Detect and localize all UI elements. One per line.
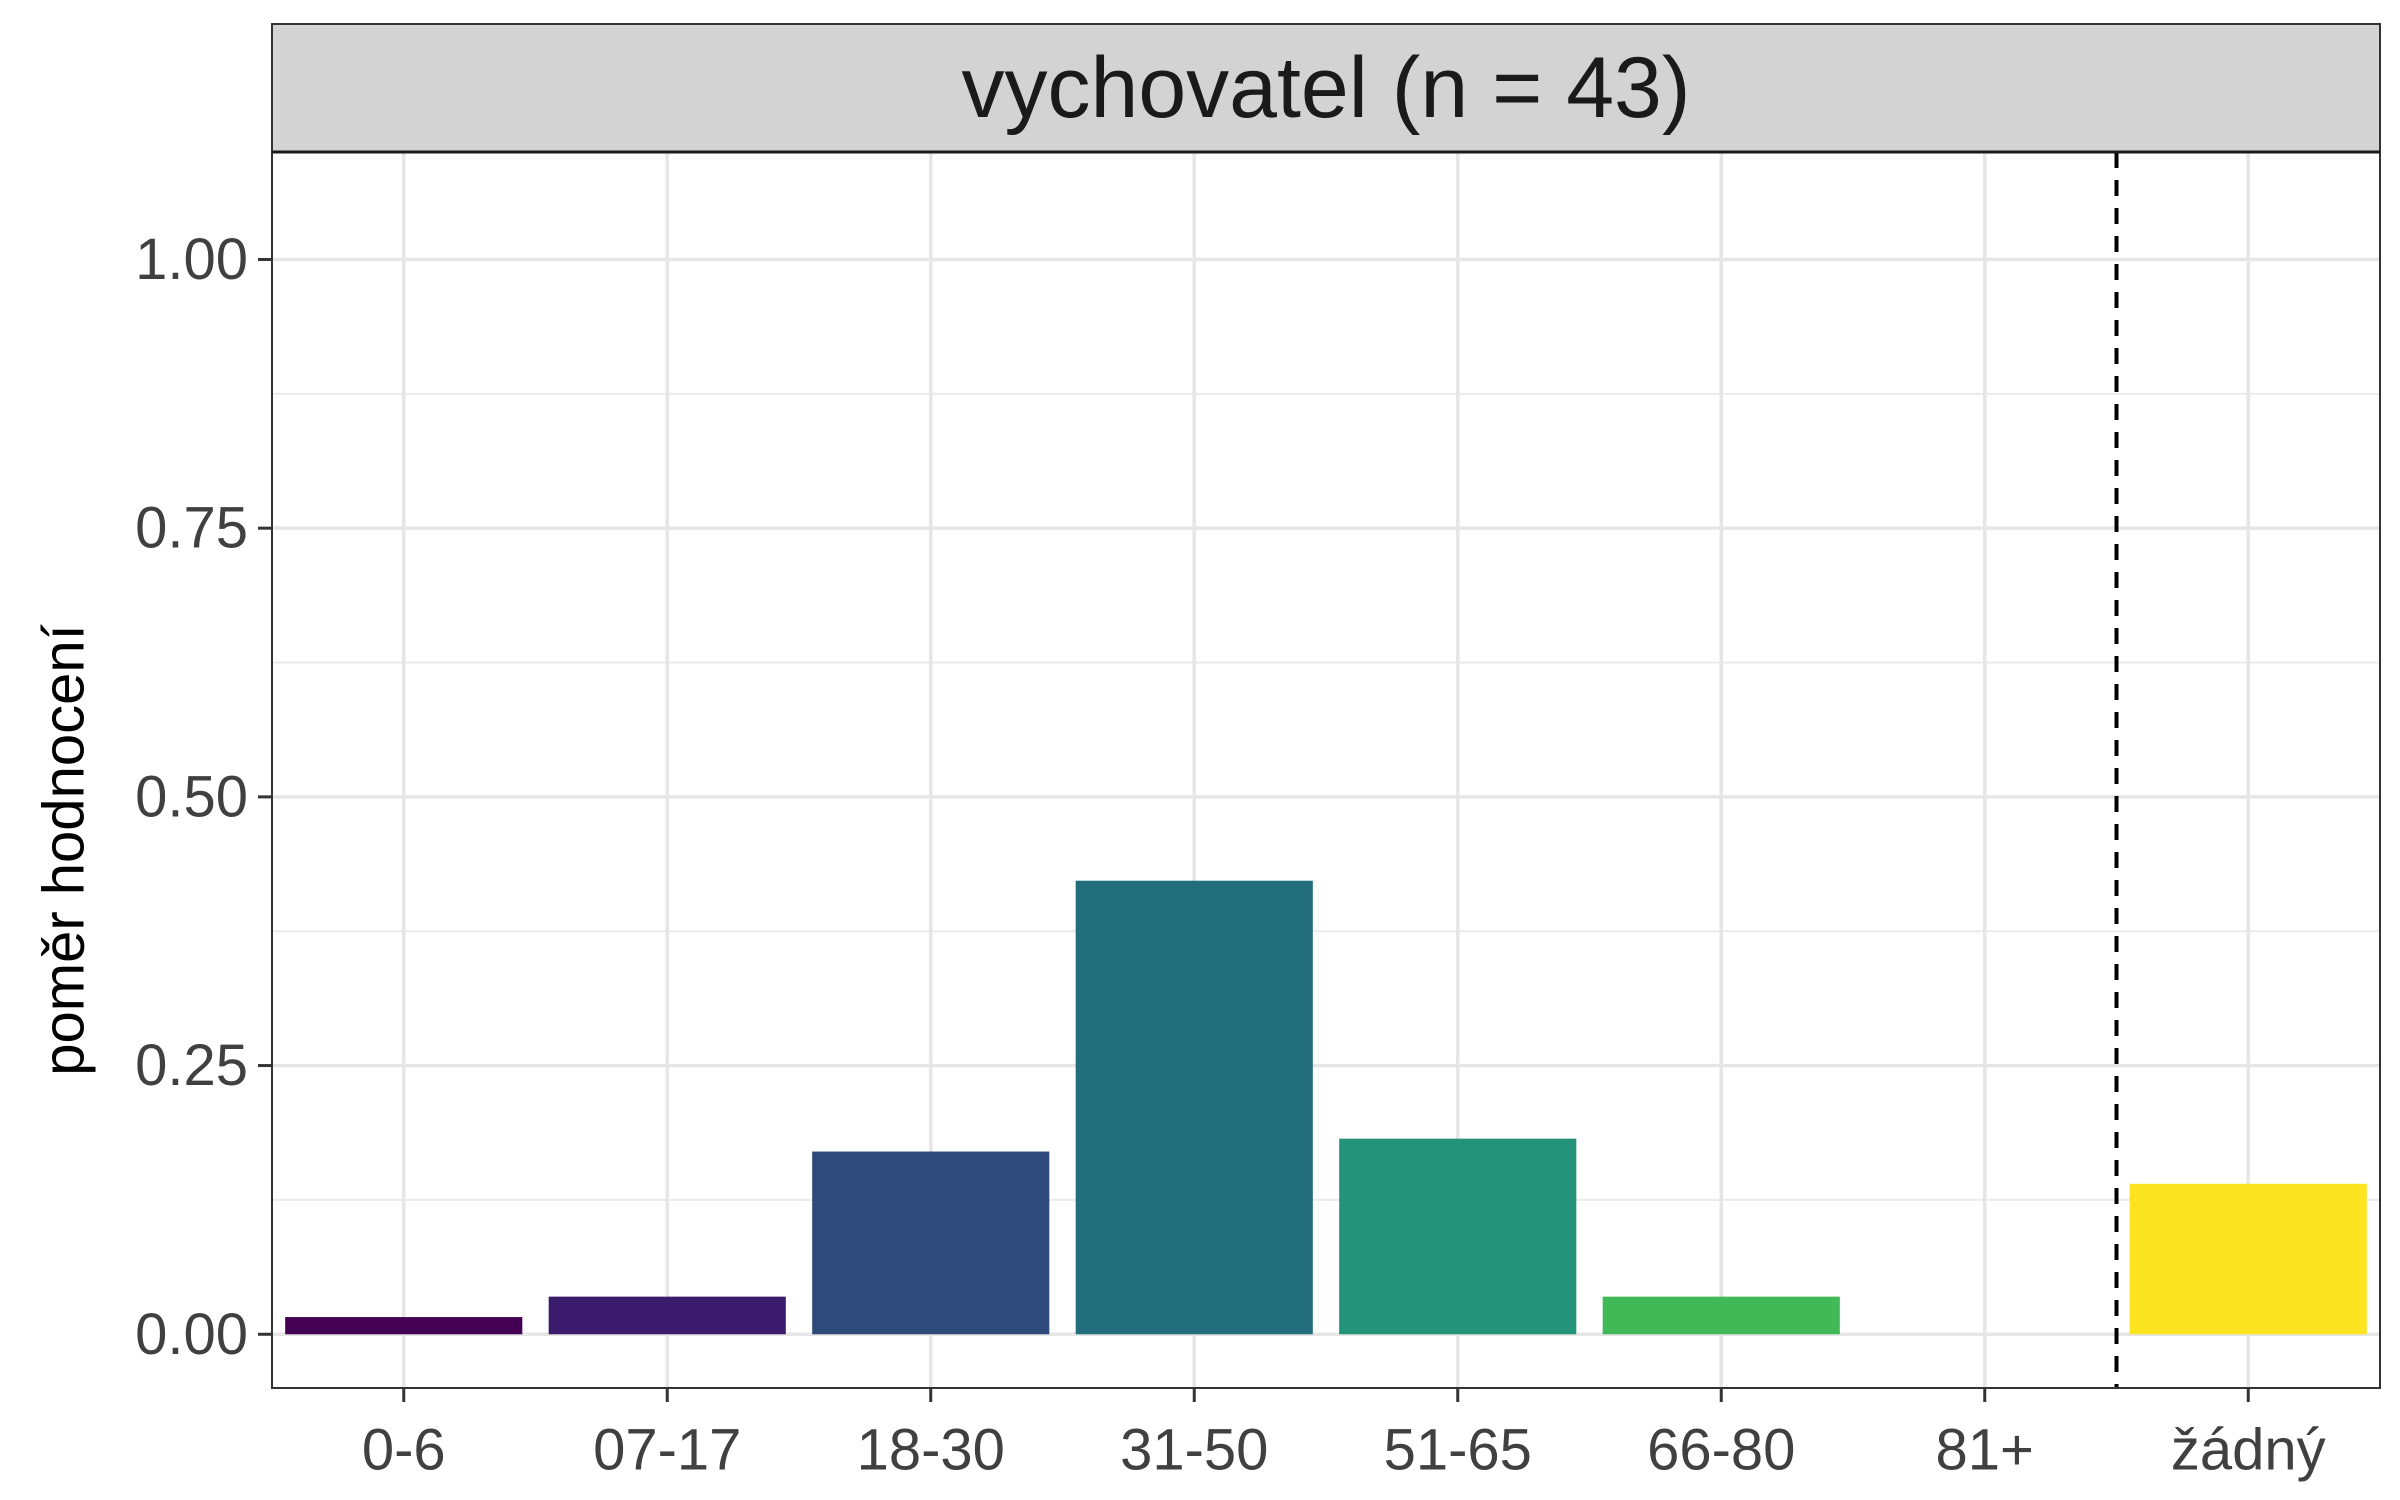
- y-tick-label: 1.00: [135, 227, 248, 292]
- bar-66-80: [1602, 1296, 1840, 1335]
- bar-0-6: [285, 1317, 523, 1335]
- y-tick-label: 0.50: [135, 764, 248, 829]
- bar-31-50: [1075, 880, 1313, 1335]
- y-tick-label: 0.75: [135, 496, 248, 561]
- facet-title: vychovatel (n = 43): [962, 40, 1691, 136]
- bar-51-65: [1339, 1138, 1577, 1335]
- x-tick-label: 51-65: [1384, 1418, 1532, 1483]
- bar-07-17: [548, 1296, 786, 1335]
- facet-strip: [271, 23, 2381, 153]
- x-axis: 0-6 07-17 18-30 31-50 51-65 66-80 81+ žádný: [362, 1388, 2326, 1483]
- y-axis-title: poměr hodnocení: [32, 624, 97, 1075]
- x-tick-label: 81+: [1936, 1418, 2034, 1483]
- x-tick-label: 18-30: [857, 1418, 1005, 1483]
- y-tick-label: 0.25: [135, 1033, 248, 1098]
- bar-18-30: [812, 1151, 1050, 1335]
- x-tick-label: 07-17: [593, 1418, 741, 1483]
- x-tick-label: 31-50: [1120, 1418, 1268, 1483]
- x-tick-label: 66-80: [1647, 1418, 1795, 1483]
- bar-žádný: [2129, 1183, 2367, 1335]
- plot-panel: [272, 152, 2380, 1388]
- y-axis: 0.00 0.25 0.50 0.75 1.00: [135, 227, 272, 1367]
- y-tick-label: 0.00: [135, 1302, 248, 1367]
- bars: [285, 880, 2367, 1335]
- x-tick-label: žádný: [2171, 1418, 2326, 1483]
- x-tick-label: 0-6: [362, 1418, 446, 1483]
